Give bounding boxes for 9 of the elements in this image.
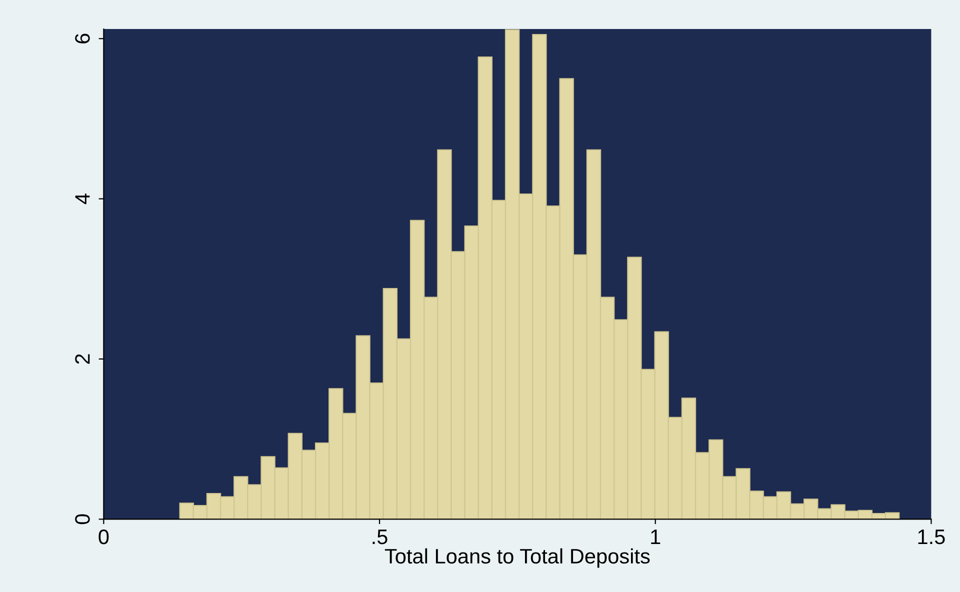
x-tick-label: 1: [651, 530, 660, 544]
x-axis-title: Total Loans to Total Deposits: [384, 548, 650, 568]
y-tick-label: 0: [75, 514, 90, 524]
y-tick-label: 4: [75, 194, 90, 204]
x-tick-label: 0: [98, 529, 109, 544]
y-tick-label: 2: [75, 354, 90, 364]
x-tick-label: .5: [372, 530, 388, 544]
y-tick-label: 6: [75, 34, 90, 44]
x-tick-label: 1.5: [918, 530, 945, 544]
